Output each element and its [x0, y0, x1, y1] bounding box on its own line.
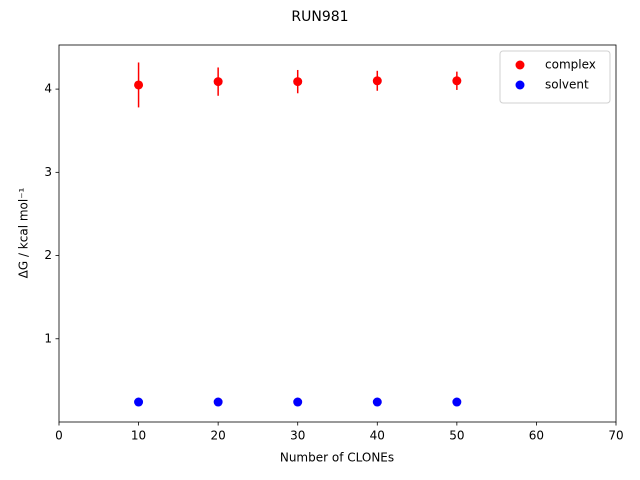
data-point [372, 76, 382, 86]
x-tick-label: 20 [211, 429, 226, 443]
y-axis-label: ΔG / kcal mol⁻¹ [17, 187, 31, 278]
legend-marker [515, 60, 525, 70]
x-tick-label: 10 [131, 429, 146, 443]
legend-label: solvent [545, 78, 589, 92]
data-point [134, 397, 144, 407]
x-tick-label: 0 [55, 429, 63, 443]
y-tick-label: 4 [44, 82, 52, 96]
chart-title: RUN981 [291, 9, 348, 25]
data-point [452, 76, 462, 86]
y-tick-label: 1 [44, 331, 52, 345]
y-tick-label: 3 [44, 165, 52, 179]
data-point [372, 397, 382, 407]
data-point [213, 77, 223, 87]
data-point [134, 80, 144, 90]
x-tick-label: 70 [608, 429, 623, 443]
data-point [293, 397, 303, 407]
data-point [213, 397, 223, 407]
plot-frame [58, 44, 617, 423]
legend-box [499, 50, 611, 104]
x-tick-label: 40 [370, 429, 385, 443]
x-tick-label: 50 [449, 429, 464, 443]
x-axis-label: Number of CLONEs [280, 451, 394, 465]
legend-marker [515, 80, 525, 90]
data-point [452, 397, 462, 407]
legend-label: complex [545, 58, 596, 72]
x-tick-label: 30 [290, 429, 305, 443]
x-tick-label: 60 [529, 429, 544, 443]
data-point [293, 77, 303, 87]
y-tick-label: 2 [44, 248, 52, 262]
